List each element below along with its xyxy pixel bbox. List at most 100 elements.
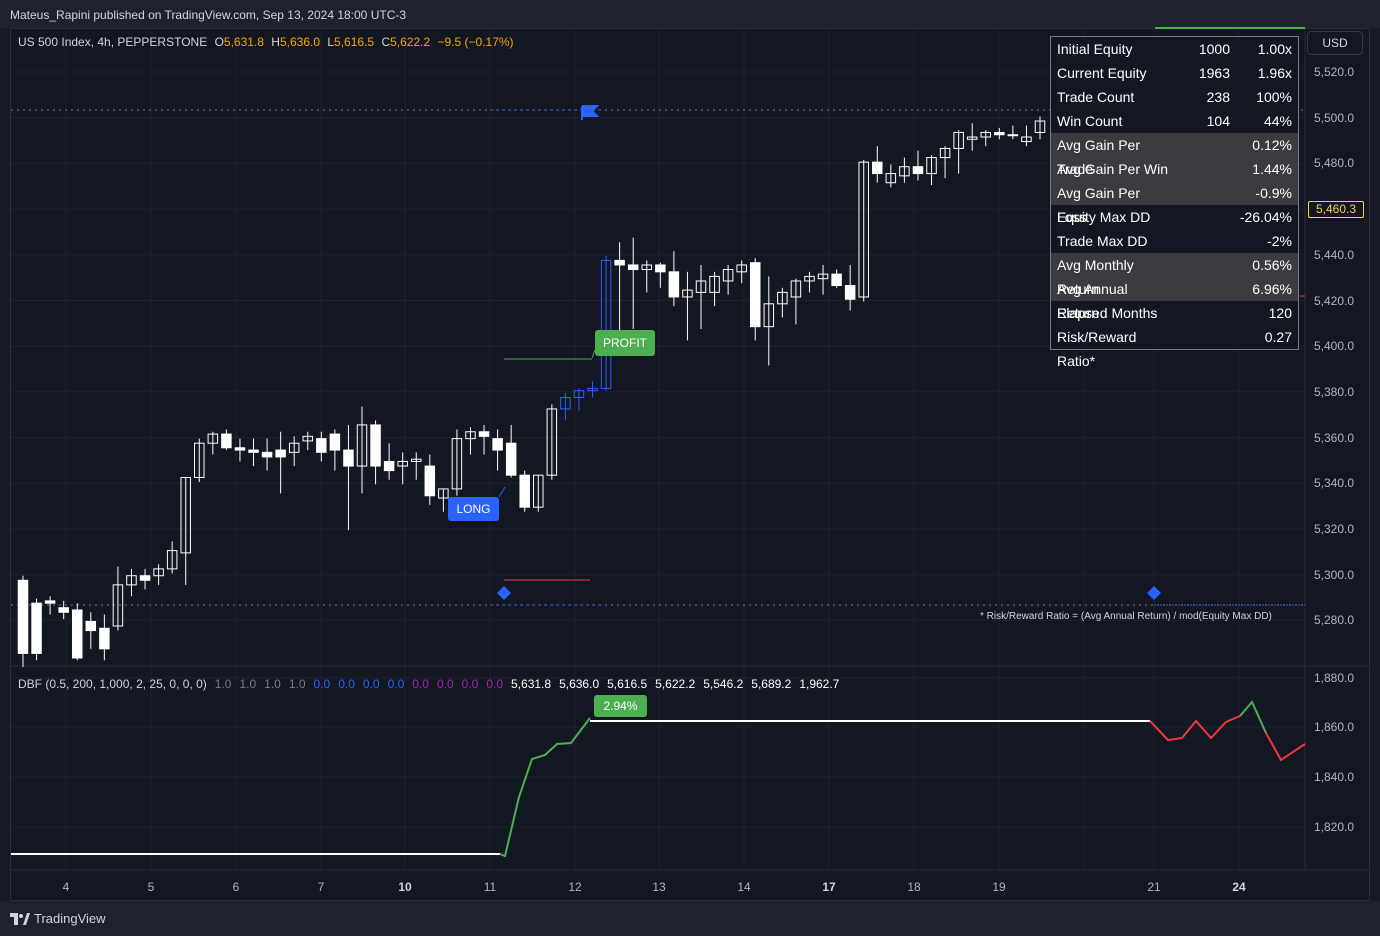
candle-body [627, 264, 639, 271]
price-tick-label: 5,320.0 [1314, 522, 1355, 536]
candle-body [980, 131, 992, 138]
stats-value: 238 [1206, 89, 1230, 105]
close-label: C [381, 35, 391, 49]
close-value: 5,622.2 [390, 35, 431, 49]
candle-body [194, 442, 205, 478]
candle-body [44, 600, 56, 604]
stats-row: Avg Gain Per Trade 0.12% [1051, 133, 1298, 177]
candle-body [99, 627, 110, 650]
stats-value: 1963 [1198, 65, 1230, 81]
open-label: O [214, 35, 224, 49]
symbol-name[interactable]: US 500 Index, 4h, PEPPERSTONE [18, 35, 208, 49]
stats-label: Equity Max DD [1057, 209, 1151, 225]
time-tick-label: 6 [232, 880, 240, 894]
stats-value [1170, 301, 1230, 325]
low-label: L [327, 35, 335, 49]
stats-value [1170, 157, 1230, 181]
candle-body [31, 602, 42, 654]
stats-ratio: 44% [1263, 113, 1292, 129]
candle-body [492, 438, 503, 451]
indicator-param: 0.0 [313, 677, 331, 691]
currency-button[interactable]: USD [1307, 31, 1363, 55]
candle-body [709, 275, 720, 293]
indicator-tick-label: 1,840.0 [1314, 770, 1355, 784]
indicator-tick-label: 1,860.0 [1314, 720, 1355, 734]
stats-value [1170, 253, 1230, 277]
candle-body [505, 442, 517, 476]
stats-value [1170, 205, 1230, 229]
indicator-param: 0.0 [486, 677, 504, 691]
indicator-param: 0.0 [387, 677, 405, 691]
long-entry-badge: LONG [448, 497, 499, 521]
equity-rise [499, 717, 591, 858]
open-value: 5,631.8 [223, 35, 264, 49]
candle-body [722, 269, 734, 282]
stats-ratio: 1.96x [1257, 65, 1292, 81]
profit-connector [591, 349, 596, 359]
stats-label: Trade Max DD [1057, 233, 1148, 249]
indicator-value: 1,962.7 [799, 677, 840, 691]
time-tick-label: 11 [483, 880, 497, 894]
indicator-value: 5,616.5 [607, 677, 648, 691]
indicator-value: 5,689.2 [751, 677, 792, 691]
candle-body [763, 303, 775, 328]
candle-body [139, 575, 151, 581]
low-value: 5,616.5 [334, 35, 375, 49]
price-tick-label: 5,520.0 [1314, 65, 1355, 79]
stats-row: Current Equity 1963 1.96x [1051, 61, 1298, 85]
candle-body [397, 460, 408, 467]
candle-body [777, 291, 788, 305]
candle-body [912, 166, 924, 175]
stats-row: Trade Max DD -2% [1051, 229, 1298, 253]
tradingview-logo[interactable]: TradingView [10, 911, 106, 926]
flag-icon [581, 105, 600, 120]
stats-label: Trade Count [1057, 89, 1135, 105]
stats-value [1170, 229, 1230, 253]
candle-body [966, 136, 978, 140]
candle-body [383, 460, 395, 472]
high-label: H [271, 35, 280, 49]
long-connector [498, 486, 506, 498]
candle-body [85, 620, 97, 632]
candle-body [58, 607, 69, 613]
time-tick-label: 19 [992, 880, 1006, 894]
indicator-value: 5,631.8 [511, 677, 552, 691]
stats-label: Win Count [1057, 113, 1123, 129]
candle-body [356, 424, 368, 467]
candle-body [1021, 136, 1032, 143]
candle-body [939, 147, 951, 159]
stats-row: Trade Count 238 100% [1051, 85, 1298, 109]
candle-body [71, 609, 83, 659]
candle-body [112, 584, 124, 627]
candle-body [953, 131, 964, 149]
candle-body [872, 161, 883, 175]
indicator-name: DBF (0.5, 200, 1,000, 2, 25, 0, 0, 0) [18, 677, 207, 691]
candle-body [614, 259, 625, 266]
candle-body [804, 275, 815, 282]
indicator-legend[interactable]: DBF (0.5, 200, 1,000, 2, 25, 0, 0, 0) 1.0… [18, 677, 847, 691]
stats-row: Avg Gain Per Win 1.44% [1051, 157, 1298, 181]
candle-body [817, 273, 829, 280]
stats-value: 104 [1206, 113, 1230, 129]
publish-header-bar: Mateus_Rapini published on TradingView.c… [0, 0, 1380, 28]
candle-body [478, 431, 490, 437]
price-tick-label: 5,300.0 [1314, 567, 1355, 582]
stats-row: Avg Monthly Return 0.56% [1051, 253, 1298, 297]
profit-exit-badge: PROFIT [595, 330, 655, 356]
candle-body [885, 173, 897, 184]
indicator-tick-label: 1,880.0 [1314, 671, 1355, 685]
candle-body [519, 474, 530, 508]
stats-row: Win Count 104 44% [1051, 109, 1298, 133]
candle-body [261, 451, 273, 458]
stats-row: Avg Gain Per Loss -0.9% [1051, 181, 1298, 225]
candle-body [844, 285, 856, 300]
candle-body [655, 264, 666, 273]
stats-label: Current Equity [1057, 65, 1147, 81]
time-tick-label: 7 [317, 880, 325, 894]
candle-body [207, 433, 219, 444]
price-tick-label: 5,340.0 [1314, 476, 1355, 491]
stats-label: Risk/Reward Ratio* [1057, 329, 1137, 369]
symbol-legend[interactable]: US 500 Index, 4h, PEPPERSTONE O5,631.8 H… [18, 35, 514, 49]
price-tick-label: 5,440.0 [1314, 247, 1355, 262]
